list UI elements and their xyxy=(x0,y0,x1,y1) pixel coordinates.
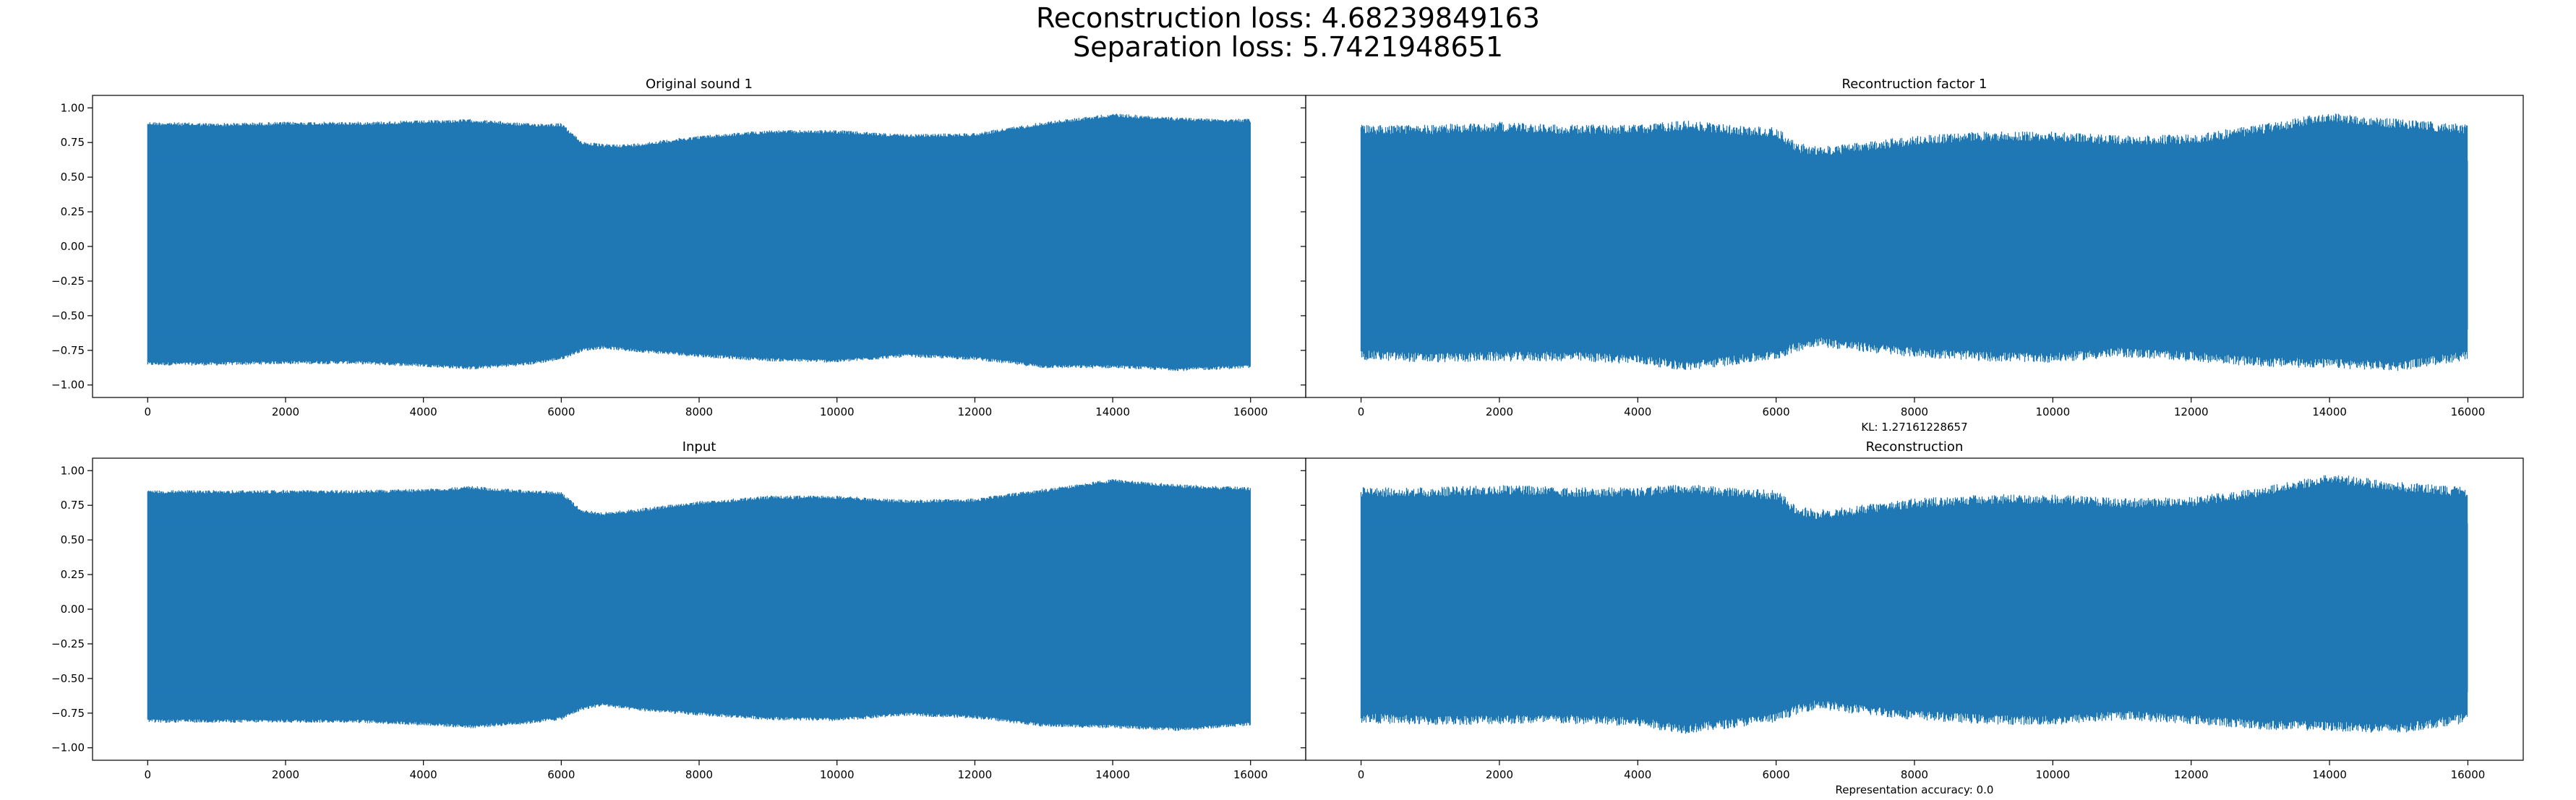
x-tick-label: 0 xyxy=(144,405,151,418)
x-tick-label: 4000 xyxy=(410,768,437,781)
y-tick-label: −1.00 xyxy=(51,741,85,754)
waveform-fill xyxy=(147,160,1251,330)
x-tick-label: 0 xyxy=(1358,405,1365,418)
reconstruction-panel: 0 2000 4000 6000 8000 10000 12000 14000 16000 Rec… xyxy=(1301,439,2524,796)
y-tick-label: −0.25 xyxy=(51,275,85,288)
y-tick-label: 1.00 xyxy=(61,101,85,114)
x-tick-label: 12000 xyxy=(958,768,993,781)
y-tick-label: 0.00 xyxy=(61,603,85,616)
x-tick-label: 6000 xyxy=(547,768,575,781)
figure-title-line-2: Separation loss: 5.7421948651 xyxy=(1073,31,1503,63)
x-tick-label: 2000 xyxy=(272,405,299,418)
subplot-title: Input xyxy=(682,439,716,455)
y-tick-label: −0.25 xyxy=(51,637,85,650)
y-tick-label: −0.75 xyxy=(51,344,85,357)
y-tick-label: 0.25 xyxy=(61,568,85,581)
x-tick-label: 8000 xyxy=(685,405,713,418)
y-tick-label: −0.75 xyxy=(51,707,85,720)
x-tick-label: 12000 xyxy=(2174,405,2209,418)
x-tick-label: 10000 xyxy=(820,768,855,781)
x-tick-label: 16000 xyxy=(2451,768,2486,781)
y-tick-label: 0.50 xyxy=(61,171,85,184)
y-tick-label: −0.50 xyxy=(51,672,85,685)
x-axis-label: KL: 1.27161228657 xyxy=(1861,421,1967,434)
waveform-fill xyxy=(1361,160,2468,330)
x-tick-label: 0 xyxy=(1358,768,1365,781)
x-tick-label: 0 xyxy=(144,768,151,781)
y-tick-label: 0.50 xyxy=(61,533,85,546)
x-tick-label: 4000 xyxy=(1624,768,1651,781)
x-tick-label: 4000 xyxy=(1624,405,1651,418)
y-tick-label: 0.00 xyxy=(61,240,85,253)
x-tick-label: 2000 xyxy=(1486,768,1513,781)
waveform-fill xyxy=(1361,523,2468,693)
waveform-fill xyxy=(147,523,1251,693)
x-tick-label: 16000 xyxy=(1233,768,1268,781)
x-tick-label: 12000 xyxy=(2174,768,2209,781)
y-tick-label: −0.50 xyxy=(51,309,85,322)
x-tick-label: 2000 xyxy=(1486,405,1513,418)
y-tick-label: −1.00 xyxy=(51,379,85,392)
x-tick-label: 6000 xyxy=(1763,768,1790,781)
subplot-title: Reconstruction xyxy=(1866,439,1964,455)
x-tick-label: 8000 xyxy=(1901,405,1928,418)
x-axis-label: Representation accuracy: 0.0 xyxy=(1836,783,1994,796)
input-panel: 0 2000 4000 6000 8000 10000 12000 14000 16000 1.0… xyxy=(51,439,1306,781)
x-tick-label: 6000 xyxy=(1763,405,1790,418)
x-tick-label: 16000 xyxy=(1233,405,1268,418)
x-tick-label: 16000 xyxy=(2451,405,2486,418)
original-sound-panel: 0 2000 4000 6000 8000 10000 12000 14000 16000 1.0… xyxy=(51,77,1306,418)
x-tick-label: 14000 xyxy=(2312,768,2347,781)
x-tick-label: 12000 xyxy=(958,405,993,418)
x-tick-label: 14000 xyxy=(2312,405,2347,418)
x-tick-label: 10000 xyxy=(820,405,855,418)
x-tick-label: 14000 xyxy=(1095,405,1130,418)
x-tick-label: 10000 xyxy=(2036,768,2071,781)
y-tick-label: 0.25 xyxy=(61,205,85,218)
y-tick-label: 1.00 xyxy=(61,464,85,477)
x-tick-label: 8000 xyxy=(1901,768,1928,781)
x-tick-label: 8000 xyxy=(685,768,713,781)
subplot-title: Recontruction factor 1 xyxy=(1842,77,1987,92)
x-tick-label: 14000 xyxy=(1095,768,1130,781)
subplot-title: Original sound 1 xyxy=(646,77,753,92)
x-tick-label: 4000 xyxy=(410,405,437,418)
figure-title-line-1: Reconstruction loss: 4.68239849163 xyxy=(1036,2,1540,34)
reconstruction-factor-panel: 0 2000 4000 6000 8000 10000 12000 14000 16000 Rec… xyxy=(1301,77,2524,434)
y-tick-label: 0.75 xyxy=(61,499,85,512)
x-tick-label: 6000 xyxy=(547,405,575,418)
x-tick-label: 2000 xyxy=(272,768,299,781)
x-tick-label: 10000 xyxy=(2036,405,2071,418)
y-tick-label: 0.75 xyxy=(61,136,85,149)
